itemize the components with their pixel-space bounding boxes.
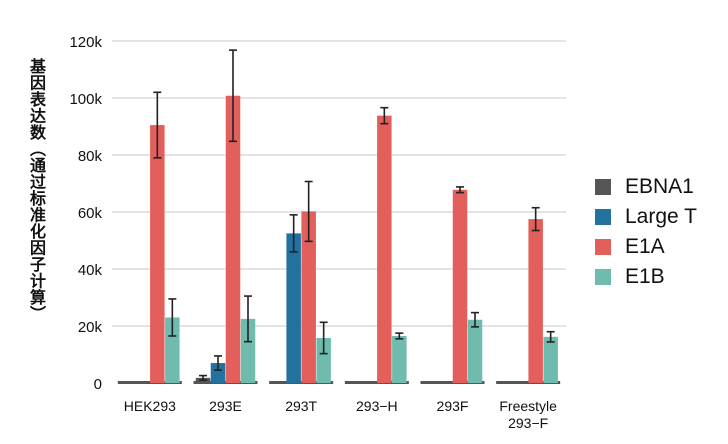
x-tick-label: HEK293 — [124, 398, 176, 414]
x-tick-label: 293T — [285, 398, 317, 414]
bars — [150, 95, 558, 384]
bar-e1b — [316, 337, 331, 383]
y-tick-label: 80k — [78, 148, 103, 165]
x-tick-label: 293E — [209, 398, 242, 414]
group-baseline — [496, 381, 561, 384]
x-tick-label: Freestyle — [499, 398, 557, 414]
legend-item: EBNA1 — [595, 172, 697, 202]
x-tick-label: 293F — [437, 398, 469, 414]
gridlines — [112, 40, 566, 327]
bar-large-t — [210, 363, 226, 383]
legend-swatch — [595, 239, 611, 255]
x-tick-label: 293−F — [508, 415, 548, 431]
legend-label: EBNA1 — [625, 175, 694, 198]
bar-e1b — [467, 319, 483, 383]
y-tick-label: 100k — [69, 91, 102, 108]
bar-e1a — [377, 115, 392, 384]
legend-label: Large T — [625, 205, 697, 228]
legend-swatch — [595, 269, 611, 285]
group-baseline — [193, 381, 258, 384]
y-tick-label: 60k — [78, 205, 103, 222]
y-axis-label: 基因表达数（通过标准化因子计算） — [27, 58, 46, 322]
y-tick-label: 40k — [78, 262, 103, 279]
bar-e1b — [392, 335, 407, 383]
group-baseline — [420, 381, 485, 384]
x-tick-label: 293−H — [356, 398, 398, 414]
y-tick-label: 20k — [78, 319, 103, 336]
bar-e1a — [528, 219, 543, 383]
bar-e1a — [150, 125, 165, 383]
bar-large-t — [286, 233, 301, 383]
legend-item: E1B — [595, 262, 697, 292]
bar-e1b — [543, 336, 558, 383]
legend-item: Large T — [595, 202, 697, 232]
bar-e1a — [225, 95, 241, 383]
y-axis-ticks: 0 20k 40k 60k 80k 100k 120k — [69, 34, 102, 393]
legend-label: E1A — [625, 235, 665, 258]
y-tick-label: 0 — [94, 376, 102, 393]
legend-item: E1A — [595, 232, 697, 262]
x-axis-baseline — [117, 381, 561, 384]
group-baseline — [344, 381, 409, 384]
group-baseline — [117, 381, 182, 384]
error-bars — [153, 49, 555, 381]
legend-swatch — [595, 179, 611, 195]
legend: EBNA1 Large T E1A E1B — [595, 172, 697, 292]
legend-label: E1B — [625, 265, 665, 288]
y-tick-label: 120k — [69, 34, 102, 51]
bar-e1b — [165, 317, 180, 383]
group-baseline — [269, 381, 334, 384]
legend-swatch — [595, 209, 611, 225]
bar-e1a — [452, 189, 468, 383]
bar-e1a — [301, 211, 316, 383]
bar-e1b — [240, 318, 256, 383]
